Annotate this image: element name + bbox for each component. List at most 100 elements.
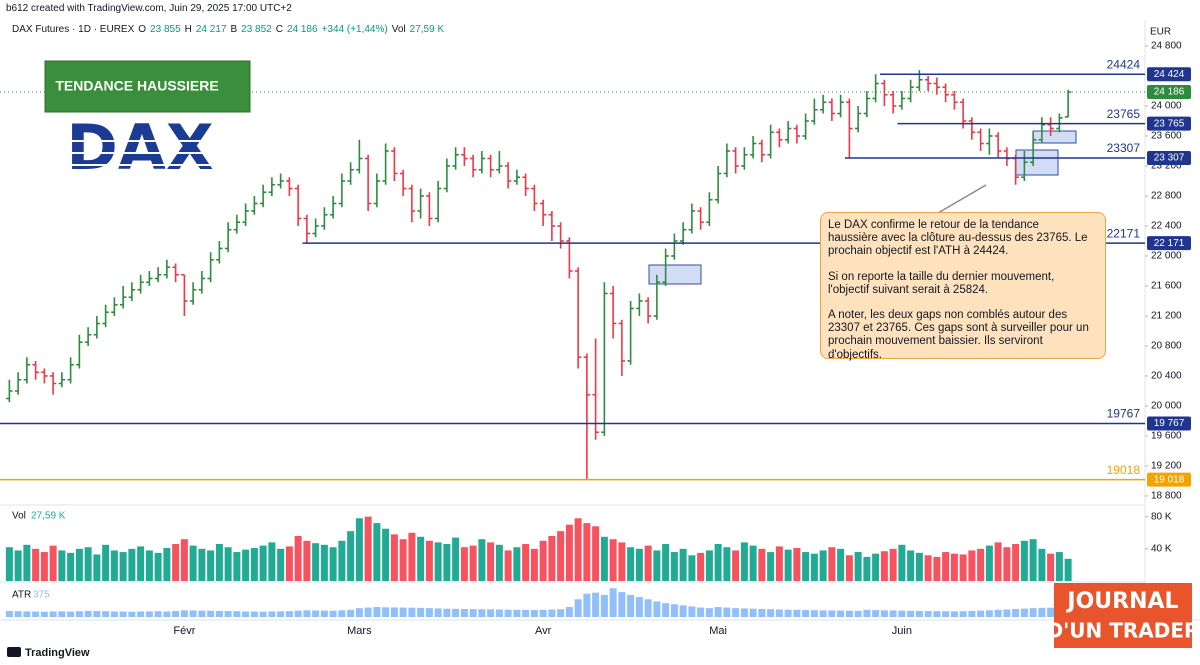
atr-bar xyxy=(592,592,600,617)
y-tick-label: 22 400 xyxy=(1151,221,1182,232)
annotation-line: prochain mouvement baissier. Ils serviro… xyxy=(828,335,1043,348)
volume-bar xyxy=(242,549,250,581)
atr-bar xyxy=(145,611,153,617)
level-label: 23307 xyxy=(1107,141,1141,155)
volume-bar xyxy=(207,550,215,581)
atr-bar xyxy=(93,611,101,617)
atr-bar xyxy=(250,611,258,617)
trend-badge xyxy=(44,60,251,113)
atr-bar xyxy=(837,610,845,617)
atr-bar xyxy=(434,608,442,617)
level-label: 22171 xyxy=(1107,226,1141,240)
level-tag xyxy=(1147,67,1191,82)
atr-bar xyxy=(714,607,722,617)
pane-value: 27,59 K xyxy=(31,511,66,522)
y-tick-label: 19 600 xyxy=(1151,431,1182,442)
atr-bar xyxy=(338,610,346,617)
volume-bar xyxy=(1003,547,1011,581)
volume-bar xyxy=(863,556,871,581)
annotation-line: 23307 et 23765. Ces gaps sont à surveill… xyxy=(828,322,1089,335)
atr-bar xyxy=(417,607,425,617)
volume-bar xyxy=(574,518,582,581)
x-tick-label: Mars xyxy=(347,625,372,637)
atr-bar xyxy=(487,609,495,617)
legend-change: +344 (+1,44%) xyxy=(321,24,388,35)
volume-bar xyxy=(172,544,180,581)
atr-bar xyxy=(950,611,958,617)
level-tag-text: 19 767 xyxy=(1154,418,1185,429)
atr-bar xyxy=(49,611,57,617)
volume-bar xyxy=(390,534,398,581)
annotation-line: A noter, les deux gaps non comblés autou… xyxy=(828,309,1068,322)
atr-bar xyxy=(565,607,573,617)
atr-bar xyxy=(137,611,145,617)
atr-bar xyxy=(557,609,565,617)
volume-bar xyxy=(373,523,381,581)
atr-bar xyxy=(1020,608,1028,617)
atr-bar xyxy=(653,601,661,617)
atr-bar xyxy=(749,608,757,617)
level-label: 19018 xyxy=(1107,463,1141,477)
atr-bar xyxy=(119,611,127,617)
atr-bar xyxy=(347,609,355,617)
atr-bar xyxy=(635,597,643,617)
atr-bar xyxy=(233,611,241,617)
legend-key: B xyxy=(230,24,238,35)
y-tick-label: 20 000 xyxy=(1151,401,1182,412)
atr-bar xyxy=(758,608,766,617)
atr-bar xyxy=(242,611,250,617)
atr-bar xyxy=(705,608,713,617)
annotation-paragraph: Si on reporte la taille du dernier mouve… xyxy=(828,271,1098,297)
atr-bar xyxy=(102,611,110,617)
level-tag-text: 23 307 xyxy=(1154,153,1185,164)
x-tick-label: Avr xyxy=(535,625,552,637)
level-tag-text: 23 765 xyxy=(1154,118,1185,129)
atr-bar xyxy=(889,610,897,617)
volume-bar xyxy=(723,547,731,581)
volume-bar xyxy=(810,553,818,581)
atr-bar xyxy=(373,607,381,617)
symbol: DAX Futures · 1D · EUREX xyxy=(12,24,135,35)
volume-bar xyxy=(740,542,748,581)
pane-title: ATR xyxy=(12,590,31,601)
volume-bar xyxy=(679,548,687,581)
volume-bar xyxy=(592,526,600,581)
atr-bar xyxy=(75,611,83,617)
volume-bar xyxy=(705,550,713,581)
volume-bar xyxy=(215,544,223,581)
atr-bar xyxy=(670,604,678,617)
gap-zone xyxy=(1032,130,1077,144)
volume-bar xyxy=(837,548,845,581)
atr-bar xyxy=(530,610,538,617)
volume-bar xyxy=(854,552,862,581)
volume-bar xyxy=(137,546,145,581)
level-tag xyxy=(1147,150,1191,165)
atr-bar xyxy=(425,608,433,617)
volume-bar xyxy=(644,545,652,581)
volume-bar xyxy=(303,540,311,581)
volume-bar xyxy=(5,547,13,581)
volume-bar xyxy=(1047,553,1055,581)
volume-bar xyxy=(985,545,993,581)
atr-bar xyxy=(110,611,118,617)
atr-bar xyxy=(408,607,416,617)
volume-bar xyxy=(250,548,258,581)
atr-bar xyxy=(907,610,915,617)
volume-bar xyxy=(775,546,783,581)
atr-bar xyxy=(207,610,215,617)
volume-bar xyxy=(67,552,75,581)
atr-bar xyxy=(14,611,22,617)
gap-zone xyxy=(648,264,702,285)
volume-bar xyxy=(320,544,328,581)
atr-bar xyxy=(915,610,923,617)
volume-bar xyxy=(119,552,127,581)
volume-bar xyxy=(557,531,565,581)
y-tick-label: 20 400 xyxy=(1151,371,1182,382)
atr-bar xyxy=(854,610,862,617)
atr-bar xyxy=(968,610,976,617)
level-label: 19767 xyxy=(1107,407,1141,421)
volume-bar xyxy=(364,516,372,581)
volume-bar xyxy=(872,553,880,581)
logo-stripe xyxy=(65,152,215,154)
atr-bar xyxy=(355,608,363,617)
